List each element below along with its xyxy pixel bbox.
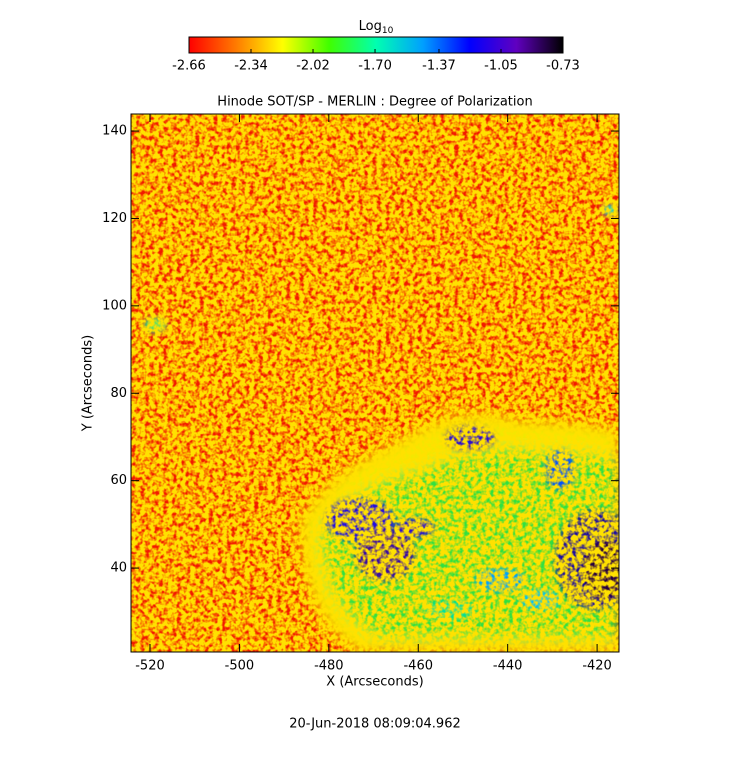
y-tick-label: 60 [110,473,127,488]
footer-timestamp: 20-Jun-2018 08:09:04.962 [289,717,461,732]
chart-title: Hinode SOT/SP - MERLIN : Degree of Polar… [217,95,532,110]
colorbar [188,36,564,54]
colorbar-label-subscript: 10 [382,26,394,36]
x-axis-label: X (Arcseconds) [326,675,423,690]
colorbar-label-text: Log [359,19,382,34]
y-axis-label: Y (Arcseconds) [81,335,96,432]
colorbar-tick-label: -0.73 [546,59,580,74]
y-tick-label: 100 [102,298,127,313]
x-tick-label: -420 [582,659,612,674]
colorbar-tick-label: -2.66 [172,59,206,74]
colorbar-tick-label: -1.37 [422,59,456,74]
plot-frame [130,113,620,653]
y-tick-label: 80 [110,386,127,401]
colorbar-tick-label: -1.70 [358,59,392,74]
y-tick-label: 40 [110,561,127,576]
x-tick-label: -520 [135,659,165,674]
y-tick-label: 140 [102,124,127,139]
polarization-map [131,114,619,652]
colorbar-label: Log10 [359,19,394,36]
colorbar-tick-label: -2.34 [234,59,268,74]
x-tick-label: -480 [314,659,344,674]
x-tick-label: -440 [493,659,523,674]
colorbar-tick-label: -2.02 [296,59,330,74]
y-tick-label: 120 [102,211,127,226]
x-tick-label: -460 [403,659,433,674]
x-tick-label: -500 [225,659,255,674]
colorbar-tick-label: -1.05 [484,59,518,74]
